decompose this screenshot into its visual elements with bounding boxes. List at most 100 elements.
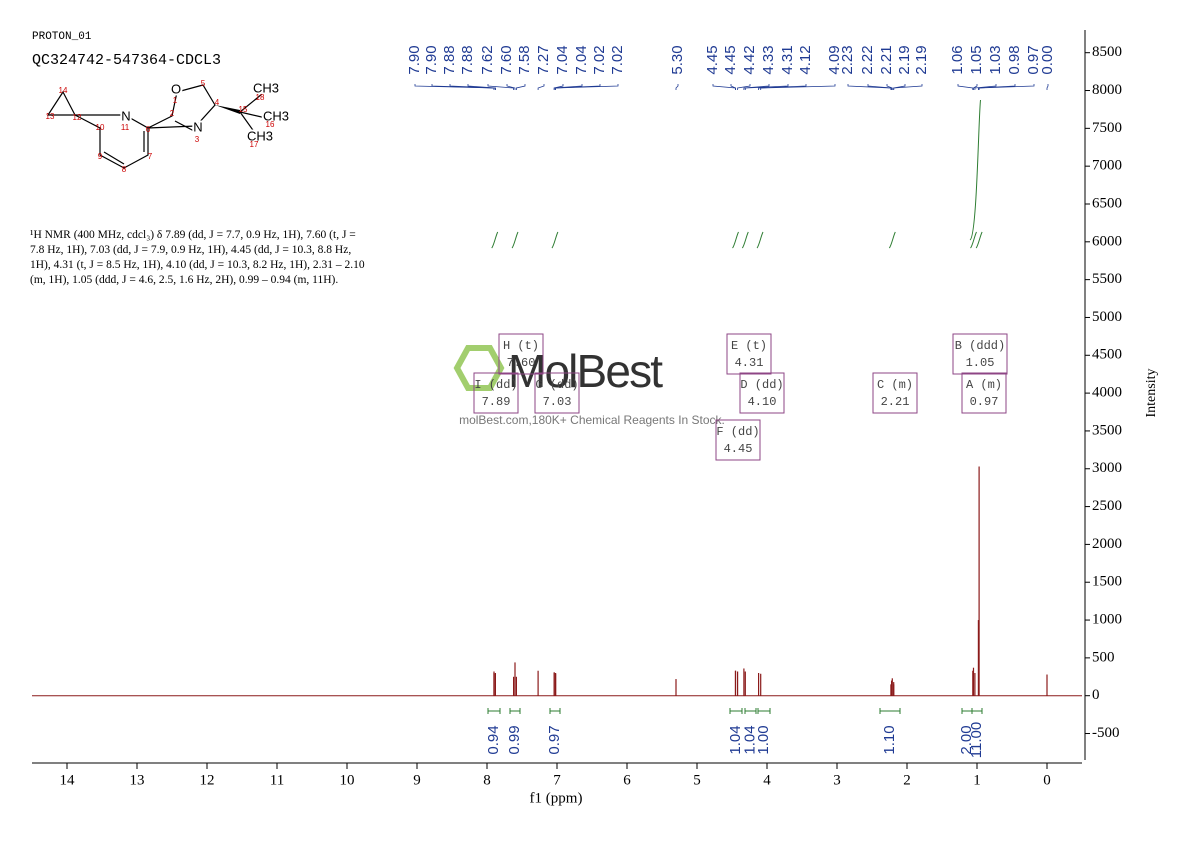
peak-label: 2.19 bbox=[913, 45, 930, 74]
peak-label: 2.19 bbox=[896, 45, 913, 74]
peak-label: 7.90 bbox=[423, 45, 440, 74]
y-axis-label: Intensity bbox=[1144, 369, 1159, 418]
y-tick-label: 4500 bbox=[1092, 347, 1122, 363]
integral-curve bbox=[970, 231, 977, 249]
atom-label: 16 bbox=[266, 120, 275, 129]
multiplet-shift: 2.21 bbox=[881, 395, 910, 409]
atom-label: 6 bbox=[146, 125, 151, 134]
integral-label: 0.97 bbox=[546, 725, 563, 754]
peak-label: 7.02 bbox=[591, 45, 608, 74]
x-tick-label: 11 bbox=[270, 772, 284, 788]
peak-label: 1.06 bbox=[949, 45, 966, 74]
peak-label: 4.09 bbox=[826, 45, 843, 74]
peak-label: 7.88 bbox=[441, 45, 458, 74]
peak-label: 4.12 bbox=[797, 45, 814, 74]
peak-leader bbox=[893, 84, 923, 90]
y-tick-label: 3500 bbox=[1092, 422, 1122, 438]
peak-leader bbox=[973, 84, 978, 90]
y-tick-label: 5500 bbox=[1092, 271, 1122, 287]
peak-label: 0.00 bbox=[1039, 45, 1056, 74]
multiplet-box bbox=[952, 333, 1008, 375]
peak-label: 7.04 bbox=[573, 45, 590, 74]
peak-label: 7.04 bbox=[554, 45, 571, 74]
multiplet-box bbox=[715, 419, 761, 461]
peak-leader bbox=[553, 84, 583, 90]
integral-label: 1.04 bbox=[741, 725, 758, 754]
atom-label: 12 bbox=[73, 113, 82, 122]
peak-label: 4.45 bbox=[722, 45, 739, 74]
atom-label: 2 bbox=[170, 109, 175, 118]
multiplet-shift: 0.97 bbox=[970, 395, 999, 409]
peak-leader bbox=[974, 84, 997, 90]
peak-label: 4.31 bbox=[779, 45, 796, 74]
multiplet-name: F (dd) bbox=[716, 425, 759, 439]
multiplet-shift: 7.03 bbox=[543, 395, 572, 409]
integral-label: 0.94 bbox=[485, 725, 502, 754]
peak-leader bbox=[537, 84, 545, 90]
multiplet-name: E (t) bbox=[731, 339, 767, 353]
multiplet-shift: 7.60 bbox=[507, 356, 536, 370]
atom-label: 8 bbox=[122, 165, 127, 174]
integral-curve bbox=[551, 231, 559, 249]
y-tick-label: 500 bbox=[1092, 649, 1115, 665]
integral-bracket bbox=[729, 708, 743, 714]
multiplet-box bbox=[534, 372, 580, 414]
experiment-name: PROTON_01 bbox=[32, 31, 92, 43]
multiplet-shift: 4.45 bbox=[724, 442, 753, 456]
x-tick-label: 3 bbox=[833, 772, 841, 788]
y-tick-label: 8500 bbox=[1092, 44, 1122, 60]
x-tick-label: 6 bbox=[623, 772, 631, 788]
multiplet-box bbox=[473, 372, 519, 414]
peak-leader bbox=[847, 84, 892, 90]
atom-label: 17 bbox=[250, 140, 259, 149]
x-tick-label: 7 bbox=[553, 772, 561, 788]
atom-label: CH3 bbox=[253, 80, 279, 95]
integral-bracket bbox=[744, 708, 757, 714]
peak-leader bbox=[978, 84, 1035, 90]
y-tick-label: 4000 bbox=[1092, 385, 1122, 401]
integral-curve bbox=[741, 231, 749, 249]
atom-label: N bbox=[193, 119, 202, 134]
x-tick-label: 2 bbox=[903, 772, 911, 788]
peak-label: 2.23 bbox=[839, 45, 856, 74]
multiplet-name: I (dd) bbox=[474, 378, 517, 392]
atom-label: 5 bbox=[201, 79, 206, 88]
atom-label: N bbox=[121, 108, 130, 123]
peak-leader bbox=[743, 84, 770, 90]
multiplet-shift: 7.89 bbox=[482, 395, 511, 409]
watermark-icon bbox=[453, 345, 505, 391]
multiplet-shift: 4.10 bbox=[748, 395, 777, 409]
peak-leader bbox=[730, 84, 736, 90]
multiplet-shift: 4.31 bbox=[735, 356, 764, 370]
atom-label: 13 bbox=[46, 112, 55, 121]
integral-curve bbox=[732, 231, 739, 249]
peak-label: 7.02 bbox=[609, 45, 626, 74]
atom-label: CH3 bbox=[247, 128, 273, 143]
y-tick-label: 1000 bbox=[1092, 611, 1122, 627]
watermark: MolBest molBest.com,180K+ Chemical Reage… bbox=[453, 345, 725, 427]
peak-label: 4.42 bbox=[741, 45, 758, 74]
peak-leader bbox=[467, 84, 496, 90]
integral-bracket bbox=[971, 708, 983, 714]
y-tick-label: 8000 bbox=[1092, 82, 1122, 98]
peak-label: 7.27 bbox=[535, 45, 552, 74]
multiplet-box bbox=[726, 333, 772, 375]
peak-leader bbox=[737, 84, 751, 90]
peak-label: 5.30 bbox=[669, 45, 686, 74]
y-tick-label: 0 bbox=[1092, 687, 1100, 703]
y-tick-label: 5000 bbox=[1092, 309, 1122, 325]
peak-leader bbox=[957, 84, 974, 90]
x-tick-label: 5 bbox=[693, 772, 701, 788]
atom-label: CH3 bbox=[263, 108, 289, 123]
atom-label: 15 bbox=[239, 105, 248, 114]
peak-leader bbox=[675, 84, 679, 90]
peak-label: 7.88 bbox=[459, 45, 476, 74]
multiplet-shift: 1.05 bbox=[966, 356, 995, 370]
peak-label: 2.21 bbox=[878, 45, 895, 74]
structure-bonds bbox=[46, 84, 267, 169]
integral-bracket bbox=[879, 708, 901, 714]
peak-label: 1.05 bbox=[968, 45, 985, 74]
nmr-description: ¹H NMR (400 MHz, cdcl₃) δ 7.89 (dd, J = … bbox=[30, 229, 365, 286]
atom-label: 3 bbox=[195, 135, 200, 144]
